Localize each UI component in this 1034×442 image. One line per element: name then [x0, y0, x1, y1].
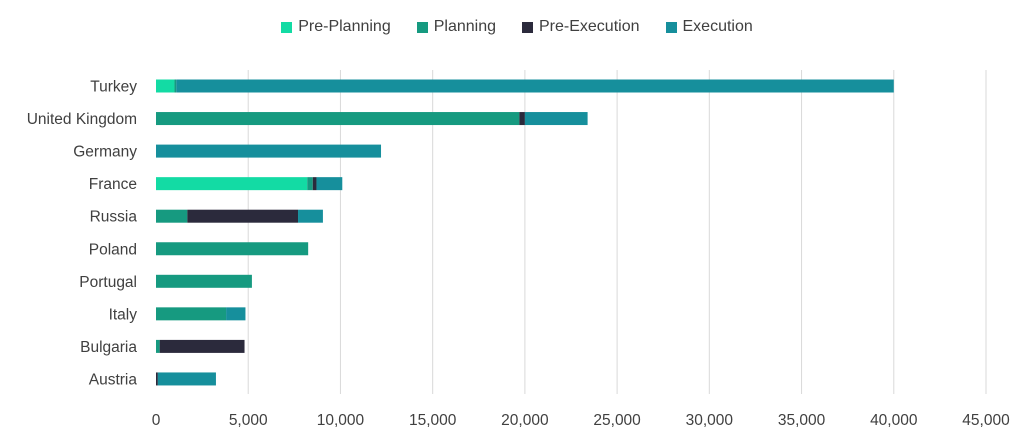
x-tick-label: 30,000: [686, 412, 734, 429]
x-tick-label: 20,000: [501, 412, 549, 429]
legend-swatch: [281, 21, 293, 33]
bar-segment: [312, 177, 317, 191]
bar-segment: [157, 372, 216, 386]
bar-segment: [226, 307, 246, 321]
category-label: United Kingdom: [27, 111, 137, 128]
bar-segment: [156, 79, 175, 93]
legend-label: Planning: [433, 18, 496, 35]
legend-label: Pre-Planning: [298, 18, 391, 35]
category-label: Poland: [89, 241, 137, 258]
bar-segment: [156, 112, 520, 126]
legend-swatch: [522, 21, 533, 33]
bar-segment: [156, 177, 308, 191]
bar-segment: [176, 79, 894, 93]
bar-segment: [307, 177, 313, 191]
x-tick-label: 10,000: [317, 412, 365, 429]
bar-segment: [174, 79, 177, 93]
x-tick-label: 0: [152, 412, 161, 429]
category-label: Austria: [89, 371, 138, 388]
bar-segment: [156, 274, 252, 288]
legend-item-planning: Planning: [416, 18, 496, 36]
bar-segment: [156, 144, 382, 158]
legend-item-pre-execution: Pre-Execution: [522, 18, 640, 36]
x-tick-label: 40,000: [870, 412, 918, 429]
bar-segment: [187, 209, 299, 223]
legend-swatch: [665, 21, 677, 33]
legend-label: Execution: [682, 18, 753, 35]
x-tick-label: 25,000: [593, 412, 641, 429]
category-labels: Turkey United Kingdom Germany France Russia P…: [27, 79, 138, 389]
category-label: Bulgaria: [80, 339, 137, 356]
bars: [156, 79, 894, 386]
x-axis-tick-labels: 0 5,000 10,000 15,000 20,000 25,000 30,000 35,0…: [152, 412, 1010, 429]
legend-label: Pre-Execution: [539, 18, 640, 35]
bar-segment: [524, 112, 588, 126]
legend-item-execution: Execution: [665, 18, 753, 36]
x-tick-label: 5,000: [229, 412, 268, 429]
bar-segment: [156, 372, 158, 386]
x-tick-label: 45,000: [962, 412, 1010, 429]
x-tick-label: 35,000: [778, 412, 826, 429]
bar-segment: [519, 112, 525, 126]
bar-segment: [316, 177, 343, 191]
chart-legend: Pre-Planning Planning Pre-Execution Executi…: [0, 18, 1034, 36]
category-label: Germany: [73, 144, 137, 161]
bar-segment: [298, 209, 323, 223]
category-label: Russia: [90, 209, 138, 226]
bar-segment: [159, 339, 245, 353]
bar-segment: [156, 307, 227, 321]
legend-item-pre-planning: Pre-Planning: [281, 18, 391, 36]
category-label: Italy: [109, 306, 138, 323]
legend-swatch: [416, 21, 428, 33]
bar-segment: [156, 339, 160, 353]
category-label: Portugal: [79, 274, 137, 291]
x-tick-label: 15,000: [409, 412, 457, 429]
bar-segment: [156, 242, 309, 256]
category-label: France: [89, 176, 137, 193]
category-label: Turkey: [90, 79, 137, 96]
bar-segment: [156, 209, 188, 223]
